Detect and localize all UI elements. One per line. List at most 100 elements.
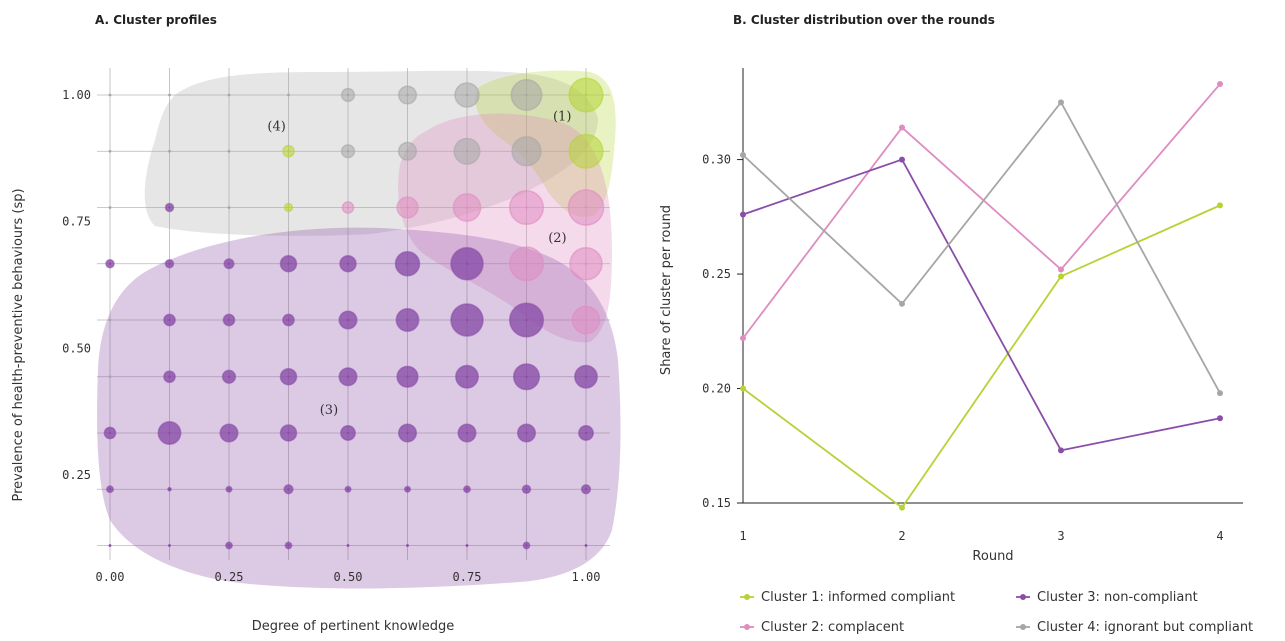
bubble-center-37 [168,318,171,322]
panel-a-x-ticks: 0.00 0.25 0.50 0.75 1.00 [96,570,601,584]
region-label-cluster-2: (2) [548,231,566,246]
panel-b-x-tick-1: 2 [898,529,905,543]
series-point-cluster-3-round-4 [1217,415,1223,422]
bubble-center-16 [525,150,528,153]
panel-b-y-tick-0: 0.15 [702,496,731,510]
bubble-center-17 [584,150,588,153]
bubble-1 [168,93,171,97]
bubble-center-62 [584,431,588,435]
bubble-center-56 [227,431,231,435]
bubble-center-33 [465,262,469,265]
bubble-center-63 [108,488,112,491]
bubble-center-32 [406,262,409,265]
bubble-72 [108,544,112,547]
series-point-cluster-3-round-3 [1058,447,1064,454]
panel-a-x-tick-1: 0.25 [215,570,244,584]
series-point-cluster-3-round-2 [899,156,905,163]
bubble-center-31 [346,262,350,265]
panel-a-bubbles [103,77,605,550]
panel-a-x-tick-2: 0.50 [334,570,363,584]
panel-a-y-tick-3: 1.00 [62,88,91,102]
series-point-cluster-1-round-2 [899,504,905,511]
bubble-center-29 [227,262,231,265]
panel-b-x-tick-0: 1 [739,529,746,543]
bubble-center-52 [525,375,528,378]
bubble-center-12 [287,150,290,153]
legend-marker-cluster-3 [1020,594,1026,600]
bubble-center-23 [406,206,409,209]
series-point-cluster-2-round-4 [1217,81,1223,88]
panel-b-cluster-distribution: B. Cluster distribution over the rounds … [659,13,1253,635]
bubble-center-60 [465,431,469,435]
panel-a-y-tick-0: 0.25 [62,468,91,482]
panel-b-y-tick-2: 0.25 [702,267,731,281]
panel-a-region-labels: (1) (2) (3) (4) [267,109,571,418]
panel-b-y-axis-label: Share of cluster per round [659,205,674,375]
panel-b-legend: Cluster 1: informed compliant Cluster 3: … [740,590,1253,635]
bubble-2 [227,93,231,97]
bubble-center-26 [584,206,588,209]
bubble-center-38 [227,318,231,322]
panel-a-x-tick-3: 0.75 [453,570,482,584]
bubble-center-25 [525,206,528,209]
region-label-cluster-4: (4) [267,119,285,134]
bubble-center-46 [168,375,171,378]
bubble-center-35 [584,262,588,265]
bubble-center-70 [525,488,528,491]
bubble-80 [584,544,588,547]
bubble-center-71 [584,488,588,491]
bubble-center-24 [465,206,469,209]
bubble-center-13 [346,150,350,153]
bubble-center-69 [465,488,469,491]
region-label-cluster-3: (3) [320,403,338,418]
series-point-cluster-2-round-1 [740,335,746,342]
panel-b-x-tick-3: 4 [1216,529,1223,543]
bubble-center-61 [525,431,528,435]
cluster-2-region [398,113,612,343]
bubble-77 [406,544,409,547]
bubble-center-66 [287,488,290,491]
bubble-center-39 [287,318,290,322]
series-point-cluster-1-round-4 [1217,202,1223,209]
bubble-11 [227,149,231,153]
bubble-center-6 [465,93,469,97]
panel-a-cluster-profiles: A. Cluster profiles (1) (2) (3) (4) 0.00 0.2… [11,13,621,634]
bubble-center-74 [227,544,231,547]
panel-a-y-tick-1: 0.50 [62,341,91,355]
bubble-76 [346,544,350,547]
panel-a-x-tick-0: 0.00 [96,570,125,584]
bubble-center-4 [346,93,350,97]
panel-a-cluster-regions [97,70,621,589]
bubble-center-21 [287,206,290,209]
panel-b-x-axis-label: Round [972,549,1013,564]
series-line-cluster-4 [742,100,1221,394]
panel-a-y-ticks: 0.25 0.50 0.75 1.00 [62,88,91,482]
bubble-36 [108,318,112,322]
bubble-center-27 [108,262,112,265]
bubble-center-64 [168,488,171,491]
series-line-cluster-2 [742,83,1221,339]
series-point-cluster-4-round-2 [899,300,905,307]
series-point-cluster-2-round-3 [1058,266,1064,273]
panel-b-y-tick-1: 0.20 [702,382,731,396]
bubble-center-41 [406,318,409,322]
bubble-18 [108,206,112,209]
bubble-center-30 [287,262,290,265]
legend-label-cluster-4: Cluster 4: ignorant but compliant [1037,620,1253,635]
bubble-center-5 [406,93,409,97]
legend-label-cluster-2: Cluster 2: complacent [761,620,904,635]
bubble-center-51 [465,375,469,378]
bubble-73 [168,544,171,547]
panel-b-x-tick-2: 3 [1057,529,1064,543]
series-point-cluster-1-round-1 [740,385,746,392]
panel-a-title: A. Cluster profiles [95,13,217,27]
series-point-cluster-3-round-1 [740,211,746,218]
series-point-cluster-4-round-3 [1058,99,1064,106]
legend-marker-cluster-1 [744,594,750,600]
legend-label-cluster-1: Cluster 1: informed compliant [761,590,955,605]
bubble-center-28 [168,262,171,265]
bubble-center-50 [406,375,409,378]
panel-b-title: B. Cluster distribution over the rounds [733,13,995,27]
panel-a-x-axis-label: Degree of pertinent knowledge [252,619,455,634]
